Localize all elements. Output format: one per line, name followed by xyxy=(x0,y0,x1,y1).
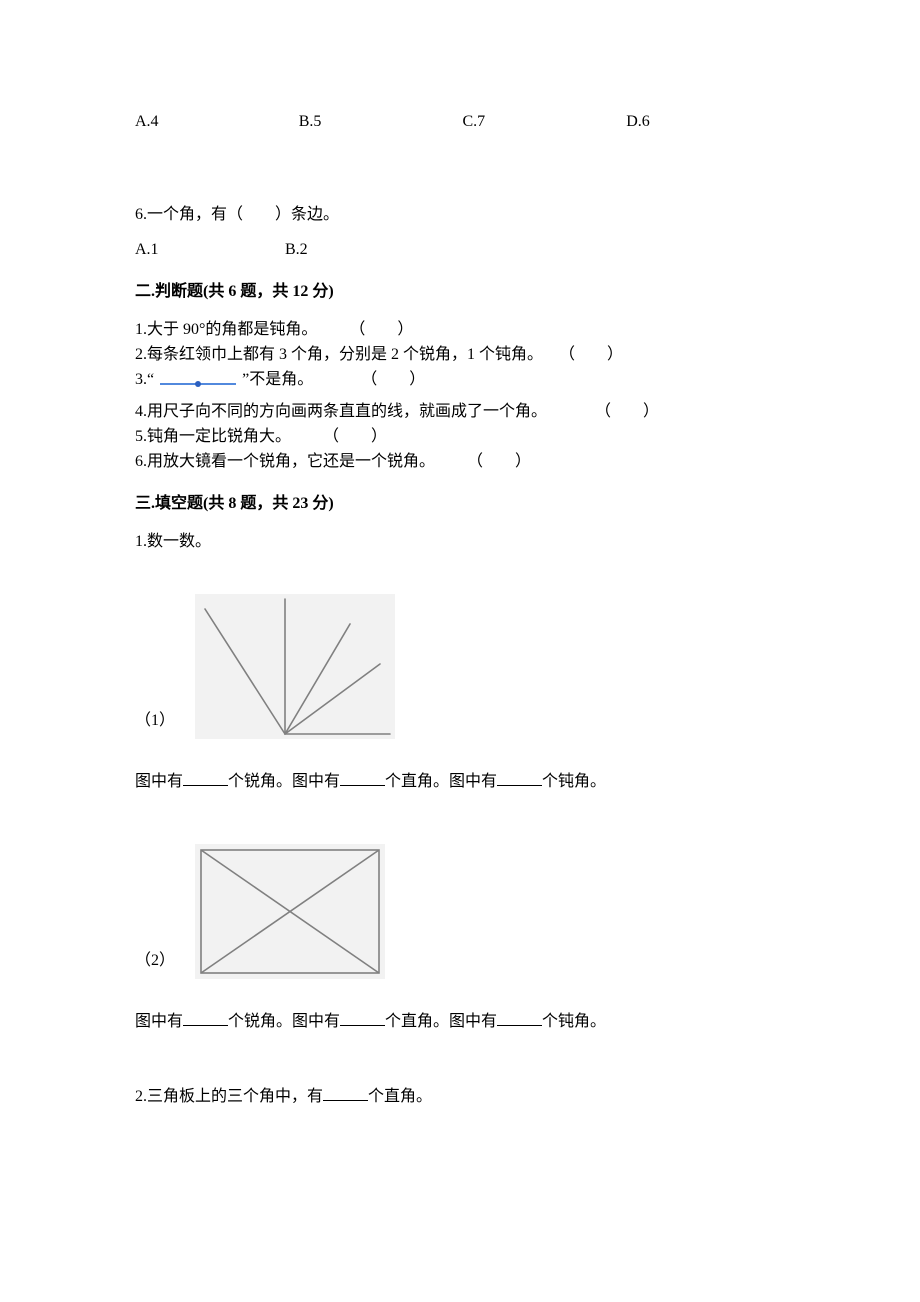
blank-2b xyxy=(340,1009,385,1026)
rect-x-figure xyxy=(195,844,385,979)
fill-text-1b: 个锐角。图中有 xyxy=(228,773,340,790)
s2-item-6: 6.用放大镜看一个锐角，它还是一个锐角。 （ ） xyxy=(135,450,790,474)
blank-q2 xyxy=(323,1084,368,1101)
section3-header: 三.填空题(共 8 题，共 23 分) xyxy=(135,492,790,516)
blank-1c xyxy=(497,769,542,786)
figure-2-label: （2） xyxy=(135,949,175,979)
s2-item-2: 2.每条红领巾上都有 3 个角，分别是 2 个锐角，1 个钝角。 （ ） xyxy=(135,343,790,367)
fill-text-1c: 个直角。图中有 xyxy=(385,773,497,790)
fill-text-2c: 个直角。图中有 xyxy=(385,1013,497,1030)
s2-item-3-post: ”不是角。 （ ） xyxy=(242,371,425,388)
q6-opt-b: B.2 xyxy=(285,238,450,262)
q6-opt-a: A.1 xyxy=(135,238,285,262)
fill-text-2d: 个钝角。 xyxy=(542,1013,606,1030)
figure-2-block: （2） xyxy=(135,844,790,979)
section2-header: 二.判断题(共 6 题，共 12 分) xyxy=(135,280,790,304)
figure-1-fill: 图中有 个锐角。图中有 个直角。图中有 个钝角。 xyxy=(135,769,790,794)
s2-item-3-pre: 3.“ xyxy=(135,371,154,388)
s2-item-4: 4.用尺子向不同的方向画两条直直的线，就画成了一个角。 （ ） xyxy=(135,400,790,424)
blank-1b xyxy=(340,769,385,786)
figure-1-label: （1） xyxy=(135,709,175,739)
line-with-dot-icon xyxy=(158,372,238,384)
q6-options: A.1 B.2 xyxy=(135,238,790,262)
q5-opt-d: D.6 xyxy=(626,110,790,134)
s3-q2-pre: 2.三角板上的三个角中，有 xyxy=(135,1088,323,1105)
s2-item-3: 3.“ ”不是角。 （ ） xyxy=(135,368,790,392)
s2-item-1: 1.大于 90°的角都是钝角。 （ ） xyxy=(135,318,790,342)
fill-text-2b: 个锐角。图中有 xyxy=(228,1013,340,1030)
s3-q2-post: 个直角。 xyxy=(368,1088,432,1105)
page: A.4 B.5 C.7 D.6 6.一个角，有（ ）条边。 A.1 B.2 二.… xyxy=(0,0,920,1302)
figure-1-block: （1） xyxy=(135,594,790,739)
q5-opt-b: B.5 xyxy=(299,110,463,134)
q5-opt-a: A.4 xyxy=(135,110,299,134)
figure-2-fill: 图中有 个锐角。图中有 个直角。图中有 个钝角。 xyxy=(135,1009,790,1034)
blank-2c xyxy=(497,1009,542,1026)
q6-stem: 6.一个角，有（ ）条边。 xyxy=(135,203,790,227)
q5-opt-c: C.7 xyxy=(463,110,627,134)
angle-fan-figure xyxy=(195,594,395,739)
blank-1a xyxy=(183,769,228,786)
fill-text-1d: 个钝角。 xyxy=(542,773,606,790)
q5-options: A.4 B.5 C.7 D.6 xyxy=(135,110,790,134)
s3-q1-stem: 1.数一数。 xyxy=(135,530,790,554)
blank-2a xyxy=(183,1009,228,1026)
s3-q2: 2.三角板上的三个角中，有 个直角。 xyxy=(135,1084,790,1109)
fill-text-2a: 图中有 xyxy=(135,1013,183,1030)
fill-text-1a: 图中有 xyxy=(135,773,183,790)
s2-item-5: 5.钝角一定比锐角大。 （ ） xyxy=(135,425,790,449)
